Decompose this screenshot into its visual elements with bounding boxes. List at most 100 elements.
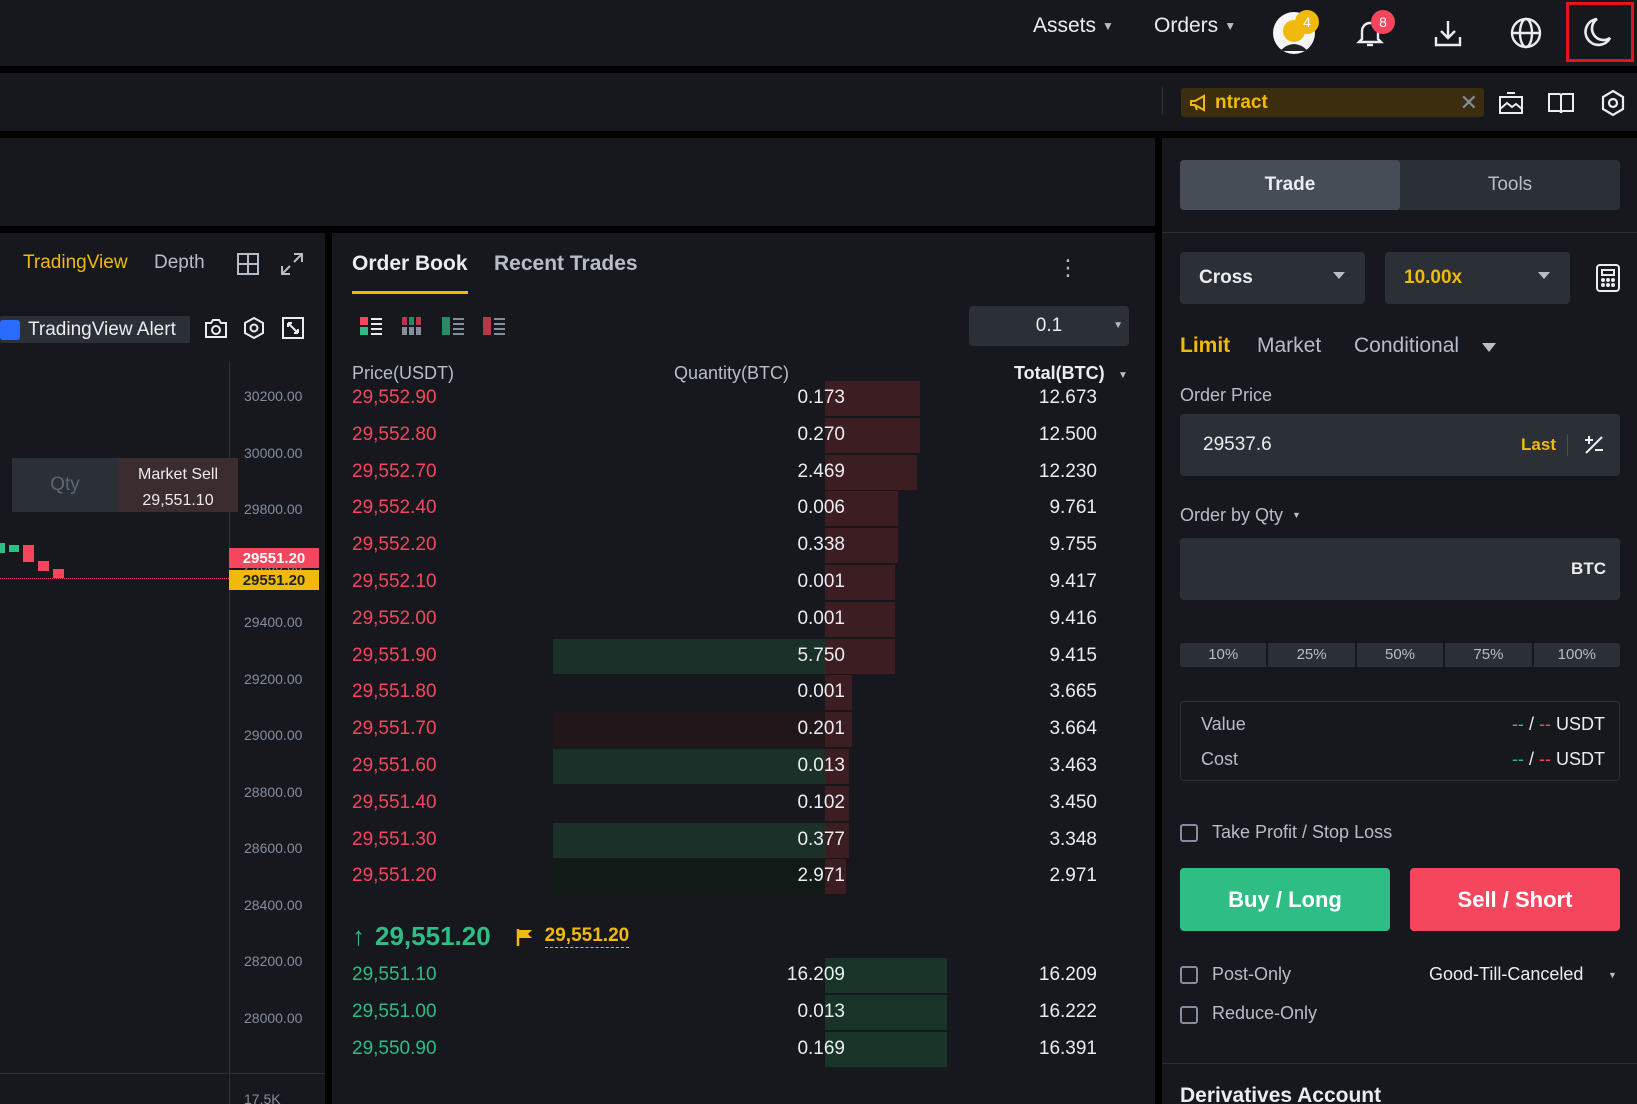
more-options-icon[interactable]: ⋮: [1057, 255, 1079, 280]
chart-settings-button[interactable]: [239, 313, 269, 343]
settings-button[interactable]: [1596, 86, 1630, 120]
ask-row[interactable]: 29,551.90 5.750 9.415: [332, 637, 1155, 675]
candle: [0, 543, 5, 553]
order-qty: 5.750: [797, 644, 845, 666]
caret-down-icon[interactable]: [1482, 343, 1496, 352]
leverage-select[interactable]: 10.00x: [1385, 252, 1570, 304]
depth-bar: [825, 381, 920, 416]
divider: [1567, 434, 1568, 456]
bid-row[interactable]: 29,550.90 0.169 16.391: [332, 1030, 1155, 1068]
margin-mode-select[interactable]: Cross: [1180, 252, 1365, 304]
notifications-button[interactable]: 8: [1347, 10, 1395, 56]
ask-row[interactable]: 29,552.10 0.001 9.417: [332, 563, 1155, 601]
tab-trade[interactable]: Trade: [1180, 160, 1400, 210]
order-qty: 0.006: [797, 497, 845, 519]
percent-100[interactable]: 100%: [1557, 646, 1597, 663]
price-tick: 30000.00: [244, 444, 303, 461]
ask-row[interactable]: 29,551.80 0.001 3.665: [332, 673, 1155, 711]
screenshot-button[interactable]: [1494, 86, 1528, 120]
percent-50[interactable]: 50%: [1357, 643, 1446, 667]
ask-row[interactable]: 29,551.60 0.013 3.463: [332, 747, 1155, 785]
ask-row[interactable]: 29,551.40 0.102 3.450: [332, 784, 1155, 822]
tab-tradingview[interactable]: TradingView: [23, 252, 128, 273]
post-only-checkbox[interactable]: [1180, 966, 1198, 984]
caret-down-icon[interactable]: ▼: [1608, 970, 1617, 980]
market-sell-button[interactable]: Market Sell 29,551.10: [118, 458, 238, 512]
tab-tools[interactable]: Tools: [1487, 174, 1533, 195]
avatar-button[interactable]: 4: [1271, 10, 1319, 56]
divider: [1162, 232, 1637, 233]
view-bids-icon[interactable]: [440, 315, 466, 337]
close-icon[interactable]: ✕: [1459, 90, 1478, 115]
plus-minus-icon[interactable]: [1582, 433, 1606, 457]
theme-toggle-button[interactable]: [1566, 2, 1634, 62]
order-total: 3.463: [1049, 755, 1097, 776]
quick-qty-input[interactable]: Qty: [12, 458, 118, 512]
order-type-market[interactable]: Market: [1257, 334, 1322, 357]
depth-bar: [825, 859, 847, 895]
percent-25[interactable]: 25%: [1268, 643, 1357, 667]
depth-bar: [825, 958, 947, 993]
header-total[interactable]: Total(BTC): [1014, 363, 1105, 383]
order-price-input[interactable]: 29537.6 Last: [1180, 414, 1620, 476]
view-columns-icon[interactable]: [399, 315, 425, 337]
order-qty: 2.469: [797, 460, 845, 482]
ask-row[interactable]: 29,552.00 0.001 9.416: [332, 600, 1155, 638]
last-price-button[interactable]: Last: [1521, 435, 1556, 454]
assets-menu[interactable]: Assets ▼: [1033, 14, 1114, 38]
snapshot-button[interactable]: [201, 313, 231, 343]
order-type-limit[interactable]: Limit: [1180, 334, 1231, 357]
view-asks-icon[interactable]: [481, 315, 507, 337]
language-button[interactable]: [1503, 10, 1549, 56]
time-in-force-select[interactable]: Good-Till-Canceled: [1429, 964, 1584, 984]
reduce-only-checkbox[interactable]: [1180, 1006, 1198, 1024]
ask-row[interactable]: 29,552.80 0.270 12.500: [332, 416, 1155, 454]
calculator-icon[interactable]: [1593, 262, 1623, 294]
post-only-label[interactable]: Post-Only: [1212, 964, 1292, 984]
tpsl-checkbox[interactable]: [1180, 824, 1198, 842]
layout-button[interactable]: [1544, 86, 1578, 120]
ask-row[interactable]: 29,551.30 0.377 3.348: [332, 821, 1155, 859]
last-price-line: [0, 578, 229, 579]
quantity-input[interactable]: BTC: [1180, 538, 1620, 600]
orders-menu[interactable]: Orders ▼: [1154, 14, 1236, 38]
order-qty: 0.169: [797, 1037, 845, 1059]
order-by-qty-select[interactable]: Order by Qty: [1180, 505, 1284, 525]
mark-price[interactable]: 29,551.20: [544, 925, 630, 948]
ask-row[interactable]: 29,552.70 2.469 12.230: [332, 453, 1155, 491]
tab-depth[interactable]: Depth: [154, 252, 205, 273]
precision-select[interactable]: 0.1 ▼: [969, 306, 1129, 346]
value-row: Value -- / -- USDT: [1201, 714, 1605, 735]
value-buy: --: [1511, 714, 1524, 734]
percent-75[interactable]: 75%: [1445, 643, 1534, 667]
tradingview-alert-button[interactable]: TradingView Alert: [0, 316, 190, 343]
ask-row[interactable]: 29,552.40 0.006 9.761: [332, 489, 1155, 527]
caret-down-icon[interactable]: ▼: [1292, 510, 1301, 520]
ask-row[interactable]: 29,552.90 0.173 12.673: [332, 379, 1155, 417]
price-tick: 29800.00: [244, 501, 303, 517]
order-total: 3.665: [1049, 681, 1097, 703]
ask-row[interactable]: 29,551.70 0.201 3.664: [332, 710, 1155, 748]
order-type-conditional[interactable]: Conditional: [1354, 334, 1460, 357]
tab-recent-trades[interactable]: Recent Trades: [494, 252, 638, 275]
order-price: 29,552.70: [352, 460, 437, 482]
tpsl-label[interactable]: Take Profit / Stop Loss: [1212, 822, 1393, 842]
percent-slider[interactable]: 10% 25% 50% 75% 100%: [1180, 643, 1620, 667]
bid-row[interactable]: 29,551.00 0.013 16.222: [332, 993, 1155, 1031]
bid-row[interactable]: 29,551.10 16.209 16.209: [332, 956, 1155, 994]
expand-icon[interactable]: [280, 252, 304, 276]
fullscreen-button[interactable]: [278, 313, 308, 343]
announcement-banner[interactable]: ntract ✕: [1181, 88, 1484, 117]
ask-row[interactable]: 29,552.20 0.338 9.755: [332, 526, 1155, 564]
view-both-icon[interactable]: [358, 315, 384, 337]
ask-row[interactable]: 29,551.20 2.971 2.971: [332, 857, 1155, 895]
download-button[interactable]: [1425, 10, 1471, 56]
percent-10[interactable]: 10%: [1180, 643, 1269, 667]
tab-order-book[interactable]: Order Book: [352, 252, 468, 294]
grid-layout-icon[interactable]: [236, 252, 260, 276]
sell-short-button[interactable]: Sell / Short: [1410, 868, 1620, 931]
buy-long-button[interactable]: Buy / Long: [1180, 868, 1390, 931]
fullscreen-icon: [282, 317, 304, 339]
reduce-only-label[interactable]: Reduce-Only: [1212, 1003, 1318, 1023]
globe-icon: [1510, 17, 1542, 49]
